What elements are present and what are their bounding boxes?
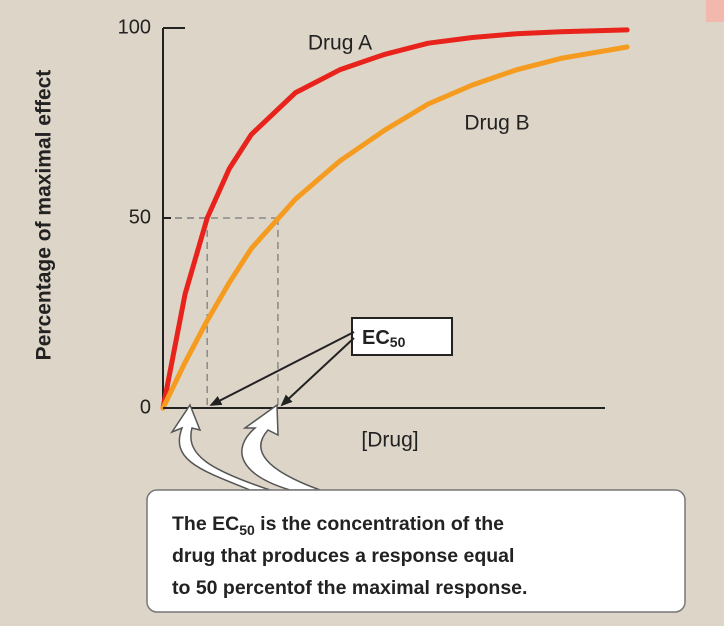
y-tick-label: 0 [140, 396, 151, 418]
callout-arrow [170, 403, 271, 491]
y-axis-label: Percentage of maximal effect [33, 70, 56, 361]
y-tick-label: 50 [129, 206, 151, 228]
callout-line: The EC50 is the concentration of the [172, 513, 504, 538]
callout-box [146, 489, 686, 613]
ec50-arrow [209, 331, 355, 406]
ec50-arrow [280, 337, 355, 407]
callout-line: to 50 percentof the maximal response. [172, 577, 527, 599]
ec50-sub: 50 [390, 334, 406, 350]
y-tick-label: 100 [118, 16, 151, 38]
ec50-main: EC [362, 327, 390, 349]
callout-sub: 50 [239, 522, 255, 538]
series-label: Drug B [464, 112, 529, 135]
callout-text: The EC [172, 513, 239, 535]
line [160, 44, 630, 411]
ec50-box [351, 317, 453, 356]
callout-line: drug that produces a response equal [172, 545, 514, 567]
callout-text: is the concentration of the [255, 513, 504, 535]
ec50-label: EC50 [362, 327, 406, 349]
x-axis-label: [Drug] [361, 429, 418, 452]
slide-edge [706, 0, 724, 22]
line [160, 27, 630, 411]
callout-arrow [241, 403, 321, 491]
series-label: Drug A [308, 32, 372, 55]
